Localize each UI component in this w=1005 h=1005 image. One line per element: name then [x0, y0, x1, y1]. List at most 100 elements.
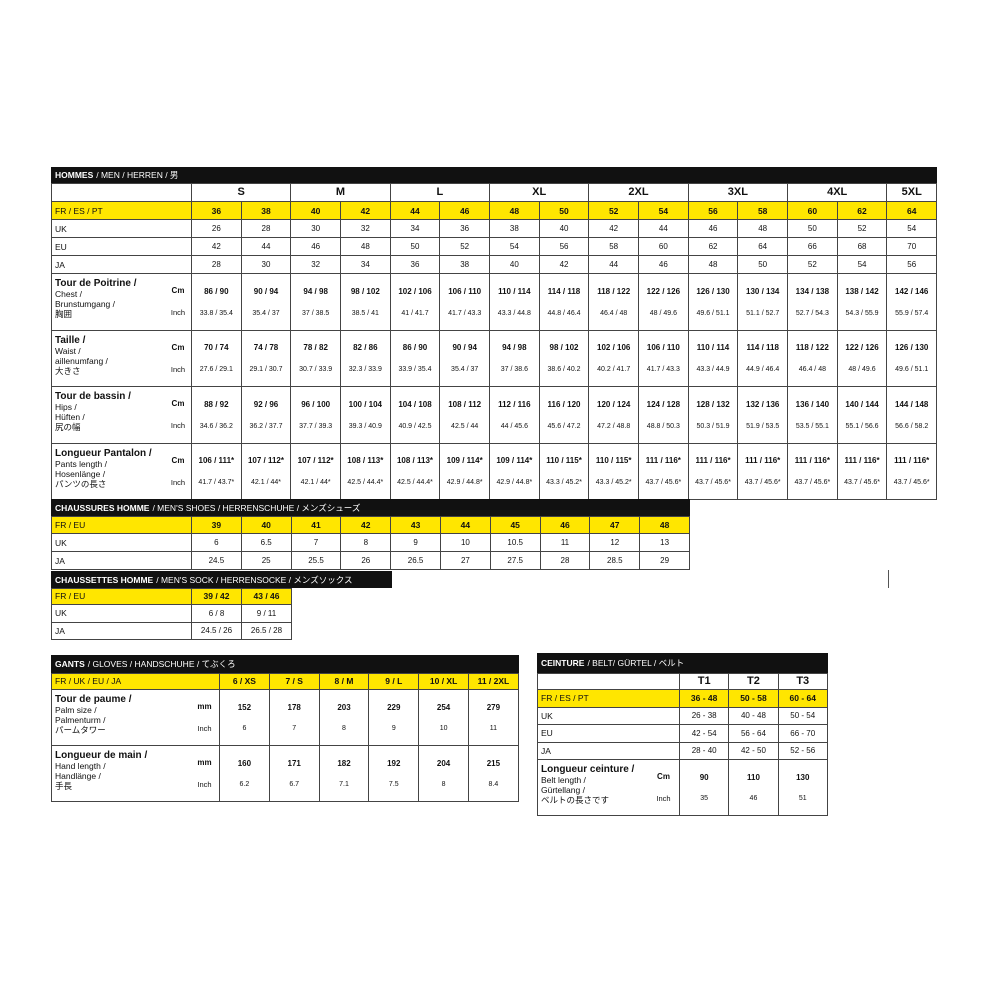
size-value: 56	[539, 238, 590, 256]
row-label: EU	[51, 238, 192, 256]
size-value: 70	[887, 238, 938, 256]
size-value: 25	[241, 552, 292, 570]
size-header: 3XL	[688, 183, 789, 202]
size-value: 7	[291, 534, 342, 552]
measure-name: Taille /	[55, 334, 86, 346]
measure-cell: 204 8	[419, 746, 469, 802]
measure-name: Gürtellang /	[541, 785, 585, 795]
unit: mm	[197, 702, 212, 712]
measure-value: 112 / 116	[498, 399, 531, 409]
unit: Cm	[171, 286, 185, 296]
size-value: 44	[589, 256, 640, 274]
size-value: 36	[440, 220, 490, 238]
measure-cell: 90 35	[680, 760, 730, 816]
size-header: 4XL	[788, 183, 888, 202]
measure-value: 39.3 / 40.9	[348, 422, 382, 430]
measure-label: Tour de Poitrine / Chest / Brunstumgang / 胸…	[51, 274, 165, 331]
size-value: 25.5	[291, 552, 342, 570]
measure-value: 56.6 / 58.2	[895, 422, 929, 430]
measure-value: 107 / 112*	[297, 456, 334, 466]
size-header: S	[192, 183, 292, 202]
size-value: 36	[192, 202, 242, 220]
size-value: 28.5	[590, 552, 641, 570]
measure-value: 109 / 114*	[446, 456, 483, 466]
measure-cell: 94 / 98 37 / 38.5	[291, 274, 341, 331]
size-value: 34	[390, 220, 441, 238]
size-value: 45	[490, 516, 541, 534]
measure-value: 96 / 100	[301, 399, 331, 409]
measure-value: 8.4	[488, 781, 499, 789]
measure-value: 11	[489, 725, 498, 733]
measure-value: 33.8 / 35.4	[199, 309, 233, 317]
measure-value: 110 / 115*	[595, 456, 632, 466]
measure-name: Brunstumgang /	[55, 299, 116, 309]
size-value: 52	[589, 202, 640, 220]
title-rest: / BELT/ GÜRTEL / ベルト	[587, 658, 685, 668]
measure-cell: 126 / 130 49.6 / 51.1	[688, 274, 739, 331]
measure-cell: 138 / 142 54.3 / 55.9	[837, 274, 888, 331]
measure-value: 33.9 / 35.4	[398, 366, 432, 374]
size-value: 29	[640, 552, 690, 570]
measure-value: 40.9 / 42.5	[398, 422, 432, 430]
size-value: 24.5	[192, 552, 242, 570]
table-title: HOMMES / MEN / HERREN / 男	[51, 167, 938, 183]
measure-name: 胸囲	[55, 309, 73, 319]
size-value: 26 - 38	[680, 707, 730, 725]
measure-value: 43.7 / 45.6*	[893, 479, 930, 487]
measure-value: 126 / 130	[895, 343, 929, 353]
size-value: 39	[192, 516, 242, 534]
measure-value: 106 / 111*	[198, 456, 235, 466]
measure-value: 106 / 110	[448, 286, 482, 296]
measure-value: 90	[699, 772, 709, 782]
size-value: 52 - 56	[778, 742, 828, 760]
measure-name: 尻の幅	[55, 422, 81, 432]
measure-cell: 140 / 144 55.1 / 56.6	[837, 387, 888, 444]
unit-cell: Cm Inch	[165, 274, 192, 331]
measure-cell: 110 / 114 43.3 / 44.9	[688, 330, 739, 387]
size-value: 26	[192, 220, 242, 238]
measure-value: 53.5 / 55.1	[795, 422, 829, 430]
measure-cell: 112 / 116 44 / 45.6	[490, 387, 540, 444]
measure-name: Hand length /	[55, 761, 106, 771]
measure-value: 142 / 146	[895, 286, 929, 296]
size-header: 2XL	[589, 183, 689, 202]
measure-cell: 110 / 115* 43.3 / 45.2*	[589, 443, 640, 500]
size-value: 42	[341, 516, 392, 534]
size-value: 10.5	[490, 534, 541, 552]
measure-value: 104 / 108	[398, 399, 432, 409]
measure-value: 42.5 / 44	[451, 422, 479, 430]
size-value: 44	[441, 516, 491, 534]
table-title: GANTS / GLOVES / HANDSCHUHE / てぶくろ	[51, 655, 519, 673]
measure-value: 110 / 114	[696, 343, 730, 353]
measure-value: 35.4 / 37	[252, 309, 280, 317]
size-value: 6.5	[241, 534, 292, 552]
row-label: FR / ES / PT	[537, 690, 680, 708]
measure-value: 122 / 126	[845, 343, 879, 353]
measure-cell: 96 / 100 37.7 / 39.3	[291, 387, 341, 444]
size-value: 27.5	[490, 552, 541, 570]
measure-cell: 104 / 108 40.9 / 42.5	[390, 387, 441, 444]
measure-value: 42.5 / 44.4*	[347, 479, 384, 487]
size-value: 58	[738, 202, 789, 220]
measure-cell: 136 / 140 53.5 / 55.1	[788, 387, 838, 444]
measure-value: 229	[387, 702, 401, 712]
row-label: UK	[51, 220, 192, 238]
size-value: 28	[192, 256, 242, 274]
tier-header: T2	[729, 673, 779, 690]
measure-cell: 152 6	[220, 690, 270, 746]
measure-value: 42.5 / 44.4*	[397, 479, 433, 487]
measure-value: 49.6 / 51.1	[696, 309, 730, 317]
measure-value: 37.7 / 39.3	[299, 422, 333, 430]
measure-cell: 109 / 114* 42.9 / 44.8*	[440, 443, 490, 500]
measure-value: 52.7 / 54.3	[795, 309, 829, 317]
row-label: UK	[51, 534, 192, 552]
size-value: 64	[887, 202, 938, 220]
unit: Inch	[170, 364, 186, 374]
measure-value: 94 / 98	[303, 286, 328, 296]
row-label: FR / EU	[51, 588, 192, 606]
size-value: 40	[241, 516, 292, 534]
measure-cell: 178 7	[269, 690, 320, 746]
size-value: 40	[291, 202, 341, 220]
measure-cell: 142 / 146 55.9 / 57.4	[887, 274, 938, 331]
measure-cell: 86 / 90 33.9 / 35.4	[390, 330, 441, 387]
